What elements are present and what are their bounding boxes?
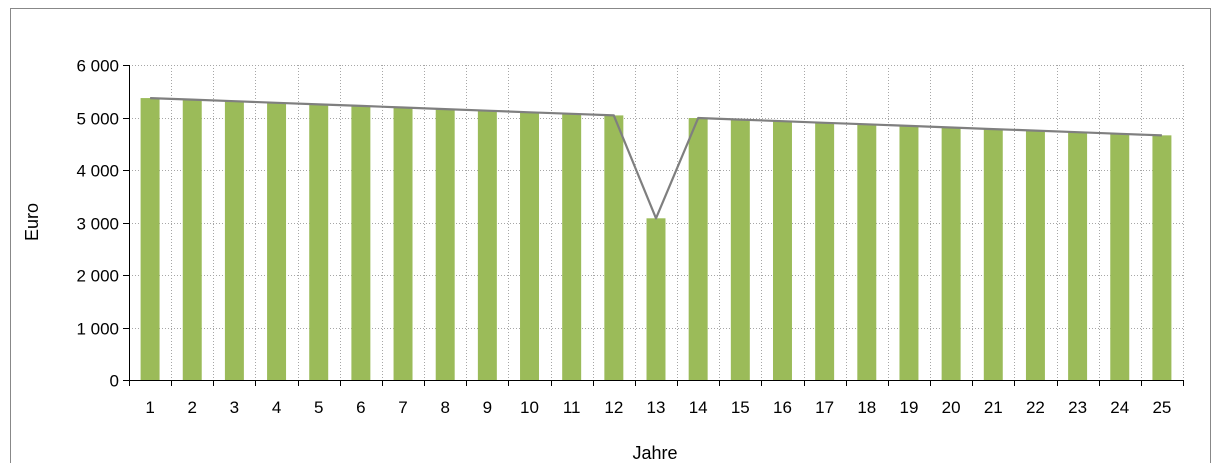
x-tick-label-5: 5 (314, 398, 323, 417)
bar-22 (1025, 130, 1045, 380)
bar-8 (435, 109, 455, 380)
x-axis-label: Jahre (632, 443, 677, 463)
x-tick-label-8: 8 (440, 398, 449, 417)
x-tick-labels: 1 2 3 4 5 6 7 8 9 10 11 12 13 14 15 16 17 18 19 20 21 22 23 24 2… (145, 398, 1171, 417)
x-tick-label-6: 6 (356, 398, 365, 417)
x-tick-label-17: 17 (815, 398, 834, 417)
x-tick-label-9: 9 (483, 398, 492, 417)
x-tick-label-22: 22 (1026, 398, 1045, 417)
x-tick-label-11: 11 (563, 398, 581, 417)
bar-15 (730, 119, 750, 380)
trend-line-series (150, 97, 1162, 220)
bar-19 (899, 125, 919, 381)
bar-5 (309, 104, 329, 380)
x-tick-label-13: 13 (647, 398, 666, 417)
x-tick-label-16: 16 (773, 398, 792, 417)
bar-4 (267, 102, 287, 381)
bar-3 (224, 101, 244, 380)
x-tick-label-10: 10 (520, 398, 539, 417)
x-tick-label-20: 20 (942, 398, 961, 417)
bar-24 (1110, 133, 1130, 380)
x-tick-label-12: 12 (604, 398, 623, 417)
x-tick-label-18: 18 (857, 398, 876, 417)
x-tick-label-2: 2 (188, 398, 197, 417)
x-tick-label-25: 25 (1152, 398, 1171, 417)
x-tick-label-4: 4 (272, 398, 281, 417)
bar-16 (772, 121, 792, 381)
x-tick-label-19: 19 (899, 398, 918, 417)
bar-25 (1152, 135, 1172, 380)
axes (123, 65, 1184, 386)
x-tick-label-21: 21 (984, 398, 1003, 417)
bar-21 (983, 129, 1003, 380)
bar-6 (351, 105, 371, 380)
trend-line (150, 97, 1162, 220)
bar-14 (688, 118, 708, 381)
x-tick-label-3: 3 (230, 398, 239, 417)
bar-17 (815, 122, 835, 380)
bar-13 (646, 218, 666, 380)
bar-10 (520, 112, 540, 380)
bar-7 (393, 107, 413, 381)
y-tick-label-5: 5 000 (76, 110, 119, 129)
bar-20 (941, 127, 961, 380)
bars (140, 98, 1172, 381)
bar-2 (182, 99, 202, 381)
y-tick-labels: 0 1 000 2 000 3 000 4 000 5 000 6 000 (76, 57, 119, 391)
x-tick-label-7: 7 (398, 398, 407, 417)
bar-23 (1068, 132, 1088, 380)
x-tick-label-24: 24 (1110, 398, 1129, 417)
y-tick-label-4: 4 000 (76, 162, 119, 181)
x-tick-label-23: 23 (1068, 398, 1087, 417)
x-tick-label-15: 15 (731, 398, 750, 417)
x-tick-label-1: 1 (145, 398, 154, 417)
bar-1 (140, 98, 160, 380)
bar-11 (562, 113, 582, 380)
y-tick-label-0: 0 (110, 372, 119, 391)
y-tick-label-3: 3 000 (76, 215, 119, 234)
chart-border (10, 8, 1211, 468)
y-tick-label-1: 1 000 (76, 320, 119, 339)
bar-18 (857, 124, 877, 380)
x-tick-label-14: 14 (689, 398, 708, 417)
bar-9 (477, 110, 497, 381)
bar-12 (604, 115, 624, 381)
y-tick-label-2: 2 000 (76, 267, 119, 286)
y-axis-label: Euro (22, 203, 42, 241)
y-tick-label-6: 6 000 (76, 57, 119, 76)
